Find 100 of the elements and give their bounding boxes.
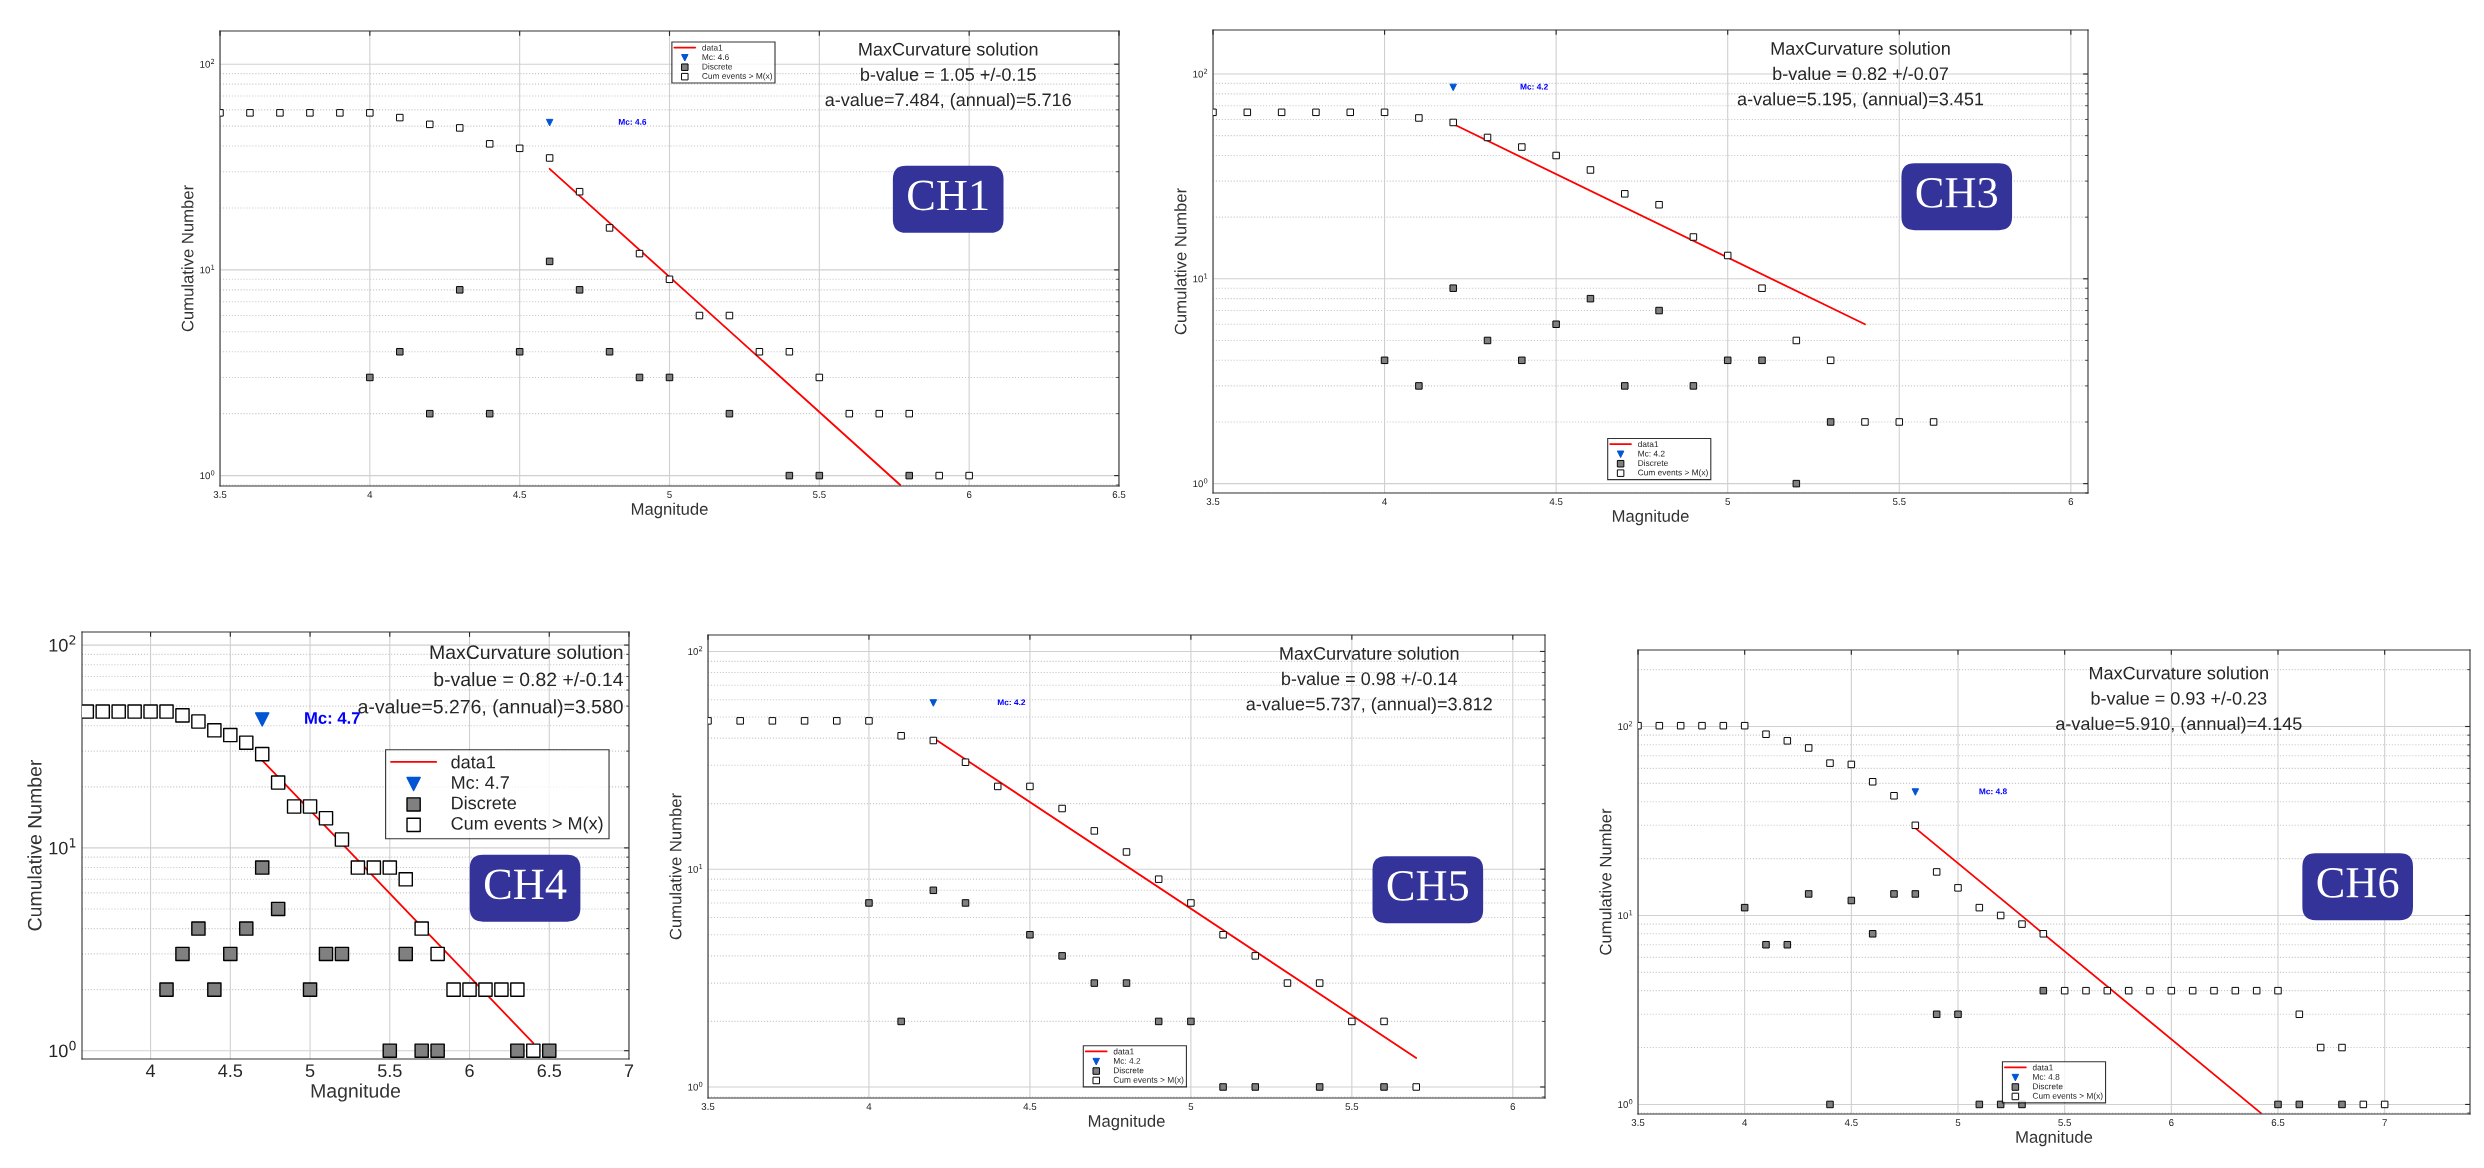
x-tick-label: 5 (1725, 498, 1730, 505)
x-tick-label: 6.5 (537, 1064, 562, 1078)
x-axis-title: Magnitude (2016, 1130, 2093, 1147)
point (510, 982, 525, 997)
legend-label: Cum events > M(x) (1638, 469, 1708, 478)
annotation: a-value=7.484, (annual)=5.716 (825, 92, 1071, 110)
annotation: Mc: 4.2 (997, 699, 1026, 706)
y-tick-label: 10$^{1}$ (688, 863, 703, 873)
y-tick-label: 10$^{1}$ (1193, 273, 1208, 283)
x-tick-label: 6 (2068, 498, 2074, 505)
legend-label: Discrete (452, 796, 517, 810)
text: CH5 (1387, 870, 1469, 901)
x-tick-label: 3.5 (1631, 1119, 1645, 1126)
text: CH3 (1916, 177, 1997, 208)
point (286, 799, 302, 814)
annotation: Mc: 4.7 (305, 712, 360, 724)
x-tick-label: 5 (1188, 1103, 1194, 1110)
x-tick-label: 3.5 (213, 491, 227, 498)
point (494, 982, 509, 997)
y-tick-label: 10$^{2}$ (1193, 68, 1208, 78)
annotation: MaxCurvature solution (859, 42, 1038, 56)
x-tick-label: 6 (465, 1064, 474, 1078)
legend-label: Cum events > M(x) (702, 72, 772, 81)
point (430, 1043, 445, 1058)
point (159, 704, 174, 719)
point (398, 872, 414, 887)
x-tick-label: 4 (1382, 498, 1387, 505)
point (191, 714, 206, 729)
y-tick-label: 10$^{0}$ (688, 1081, 703, 1091)
point (223, 727, 238, 743)
y-tick-label: 10$^{1}$ (1618, 910, 1633, 920)
annotation: a-value=5.910, (annual)=4.145 (2056, 716, 2302, 734)
point (462, 982, 477, 997)
annotation: MaxCurvature solution (1280, 646, 1459, 660)
point (414, 921, 429, 936)
legend-label: Cum events > M(x) (2032, 1092, 2103, 1101)
point (414, 1043, 429, 1058)
annotation: b-value = 0.93 +/-0.23 (2091, 691, 2267, 705)
annotation: Mc: 4.8 (1979, 788, 2007, 795)
x-tick-label: 4 (367, 491, 373, 498)
y-tick-label: 10$^{1}$ (49, 838, 76, 855)
x-tick-label: 5 (667, 491, 672, 498)
y-axis-title: Cumulative Number (27, 759, 42, 931)
y-tick-label: 10$^{0}$ (1193, 478, 1208, 488)
legend-label: data1 (451, 755, 495, 769)
x-tick-label: 4.5 (513, 491, 527, 498)
point (82, 704, 95, 719)
point (541, 1043, 557, 1058)
point (95, 704, 111, 719)
x-tick-label: 5.5 (812, 491, 826, 498)
point (238, 921, 254, 936)
point (254, 746, 270, 762)
x-tick-label: 4.5 (218, 1064, 243, 1078)
x-tick-label: 6 (966, 491, 972, 498)
annotation: a-value=5.276, (annual)=3.580 (358, 699, 623, 718)
annotation: b-value = 1.05 +/-0.15 (861, 67, 1036, 81)
y-axis-title: Cumulative Number (669, 793, 682, 940)
point (318, 810, 334, 826)
point (207, 723, 222, 738)
y-tick-label: 10$^{2}$ (1618, 721, 1633, 731)
annotation: b-value = 0.82 +/-0.14 (434, 672, 623, 687)
point (143, 704, 158, 719)
point (254, 712, 270, 727)
legend-label: Discrete (702, 63, 733, 70)
x-tick-label: 6.5 (2271, 1119, 2285, 1126)
annotation: Mc: 4.6 (618, 118, 647, 125)
point (446, 982, 461, 997)
x-tick-label: 4.5 (1549, 498, 1563, 505)
x-tick-label: 7 (2382, 1119, 2387, 1126)
y-axis-title: Cumulative Number (1599, 808, 1612, 955)
y-tick-label: 10$^{1}$ (200, 264, 215, 274)
legend-label: Mc: 4.8 (2033, 1073, 2060, 1080)
point (430, 946, 445, 962)
x-axis-title: Magnitude (1612, 509, 1689, 526)
point (175, 708, 190, 723)
point (207, 982, 222, 997)
point (270, 775, 286, 790)
x-tick-label: 3.5 (1206, 498, 1220, 505)
legend-label: Mc: 4.2 (1114, 1057, 1141, 1064)
x-axis-title: Magnitude (631, 502, 708, 519)
point (254, 860, 270, 875)
legend-label: data1 (2032, 1064, 2053, 1071)
point (223, 946, 238, 962)
annotation: MaxCurvature solution (2089, 666, 2268, 680)
x-tick-label: 4 (1742, 1119, 1748, 1126)
x-tick-label: 7 (624, 1064, 634, 1077)
y-tick-label: 10$^{0}$ (1618, 1099, 1633, 1108)
annotation: MaxCurvature solution (430, 644, 623, 660)
x-tick-label: 5 (305, 1064, 315, 1078)
point (334, 832, 350, 847)
point (175, 946, 190, 962)
legend-label: data1 (702, 44, 723, 51)
text: CH6 (2317, 867, 2399, 898)
point (270, 901, 286, 917)
legend-label: Cum events > M(x) (1113, 1076, 1184, 1085)
point (350, 860, 366, 875)
point (191, 921, 206, 936)
x-tick-label: 6.5 (1112, 491, 1126, 498)
point (510, 1043, 525, 1058)
y-tick-label: 10$^{2}$ (200, 58, 215, 68)
